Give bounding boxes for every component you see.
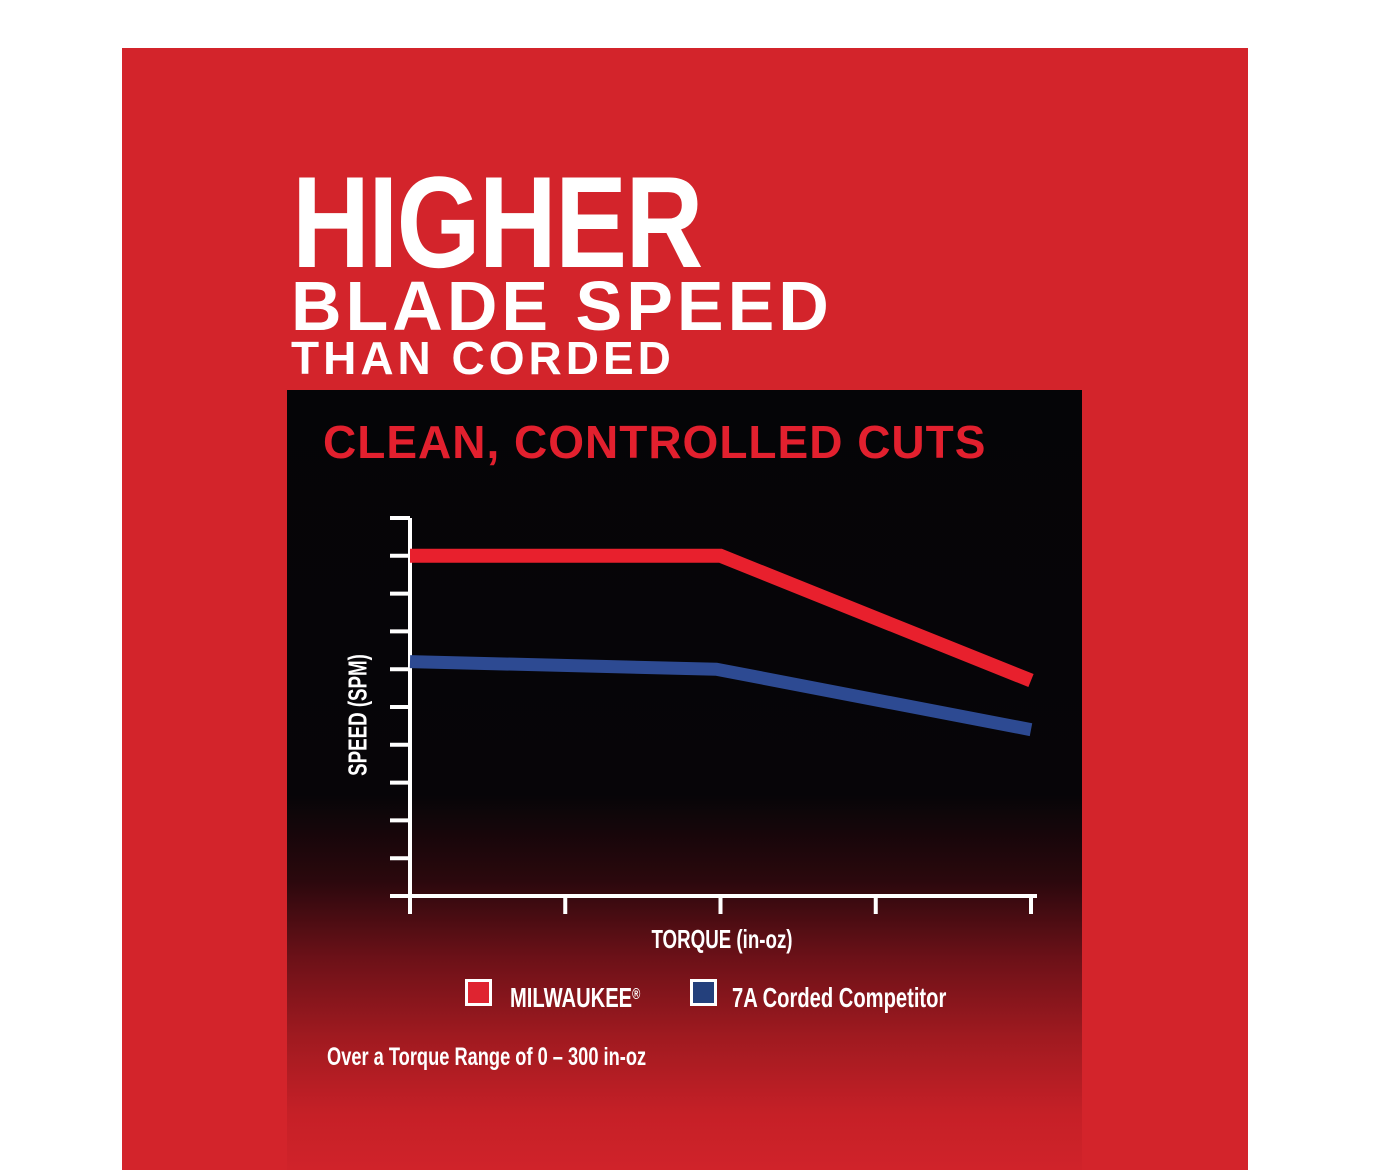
headline-line1: HIGHER bbox=[292, 149, 703, 295]
chart-panel: CLEAN, CONTROLLED CUTS SPEED (SPM) TORQU… bbox=[287, 390, 1082, 1170]
line-chart bbox=[390, 516, 1037, 914]
registered-mark: ® bbox=[632, 985, 641, 1003]
headline-line3: THAN CORDED bbox=[291, 332, 675, 384]
legend-label-milwaukee-text: MILWAUKEE bbox=[510, 982, 633, 1013]
torque-range-note: Over a Torque Range of 0 – 300 in-oz bbox=[327, 1043, 647, 1071]
legend-swatch-milwaukee bbox=[465, 979, 492, 1006]
legend-label-competitor: 7A Corded Competitor bbox=[732, 982, 946, 1014]
legend-label-competitor-text: 7A Corded Competitor bbox=[732, 982, 947, 1013]
legend-swatch-competitor bbox=[690, 979, 717, 1006]
chart-title: CLEAN, CONTROLLED CUTS bbox=[323, 416, 987, 468]
legend-label-milwaukee: MILWAUKEE® bbox=[510, 982, 640, 1014]
red-background: HIGHER BLADE SPEED THAN CORDED CLEAN, CO… bbox=[122, 48, 1248, 1170]
y-axis-label: SPEED (SPM) bbox=[342, 654, 373, 776]
headline-line2: BLADE SPEED bbox=[291, 267, 833, 345]
x-axis-label: TORQUE (in-oz) bbox=[651, 924, 793, 954]
